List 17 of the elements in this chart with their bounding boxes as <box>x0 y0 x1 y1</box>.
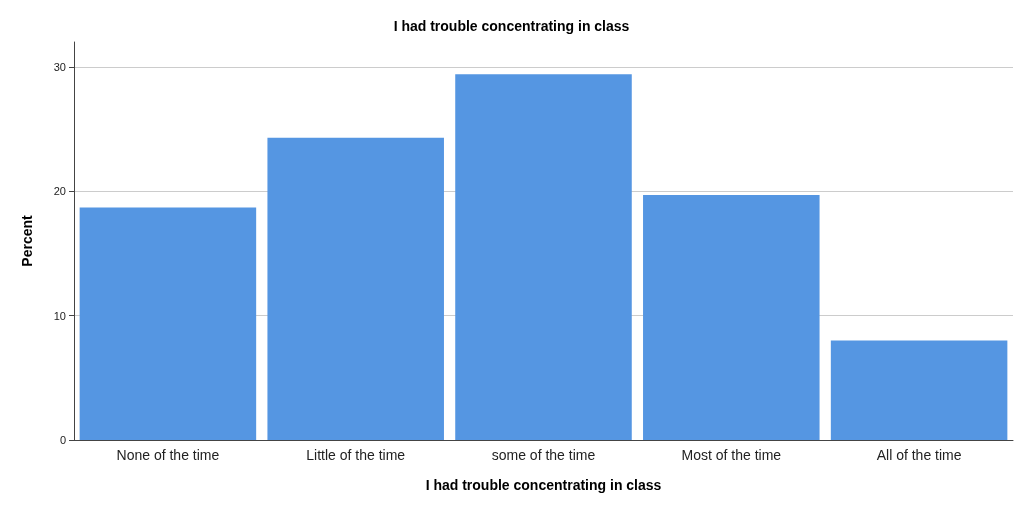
bar <box>267 137 444 440</box>
x-tick-label: All of the time <box>876 447 962 463</box>
x-tick-label: Little of the time <box>306 447 406 463</box>
chart-title: I had trouble concentrating in class <box>393 18 630 34</box>
y-tick-label: 0 <box>59 434 66 446</box>
y-axis-title: Percent <box>19 214 35 267</box>
bar <box>79 207 257 440</box>
bar <box>643 194 820 440</box>
x-tick-label: some of the time <box>491 447 596 463</box>
bar <box>830 340 1008 440</box>
y-tick-label: 30 <box>53 60 66 73</box>
bar <box>455 74 632 440</box>
x-tick-label: None of the time <box>116 447 220 463</box>
y-tick-label: 20 <box>53 185 66 198</box>
x-axis-title: I had trouble concentrating in class <box>425 477 662 493</box>
x-tick-label: Most of the time <box>681 447 782 463</box>
y-tick-label: 10 <box>53 309 66 322</box>
